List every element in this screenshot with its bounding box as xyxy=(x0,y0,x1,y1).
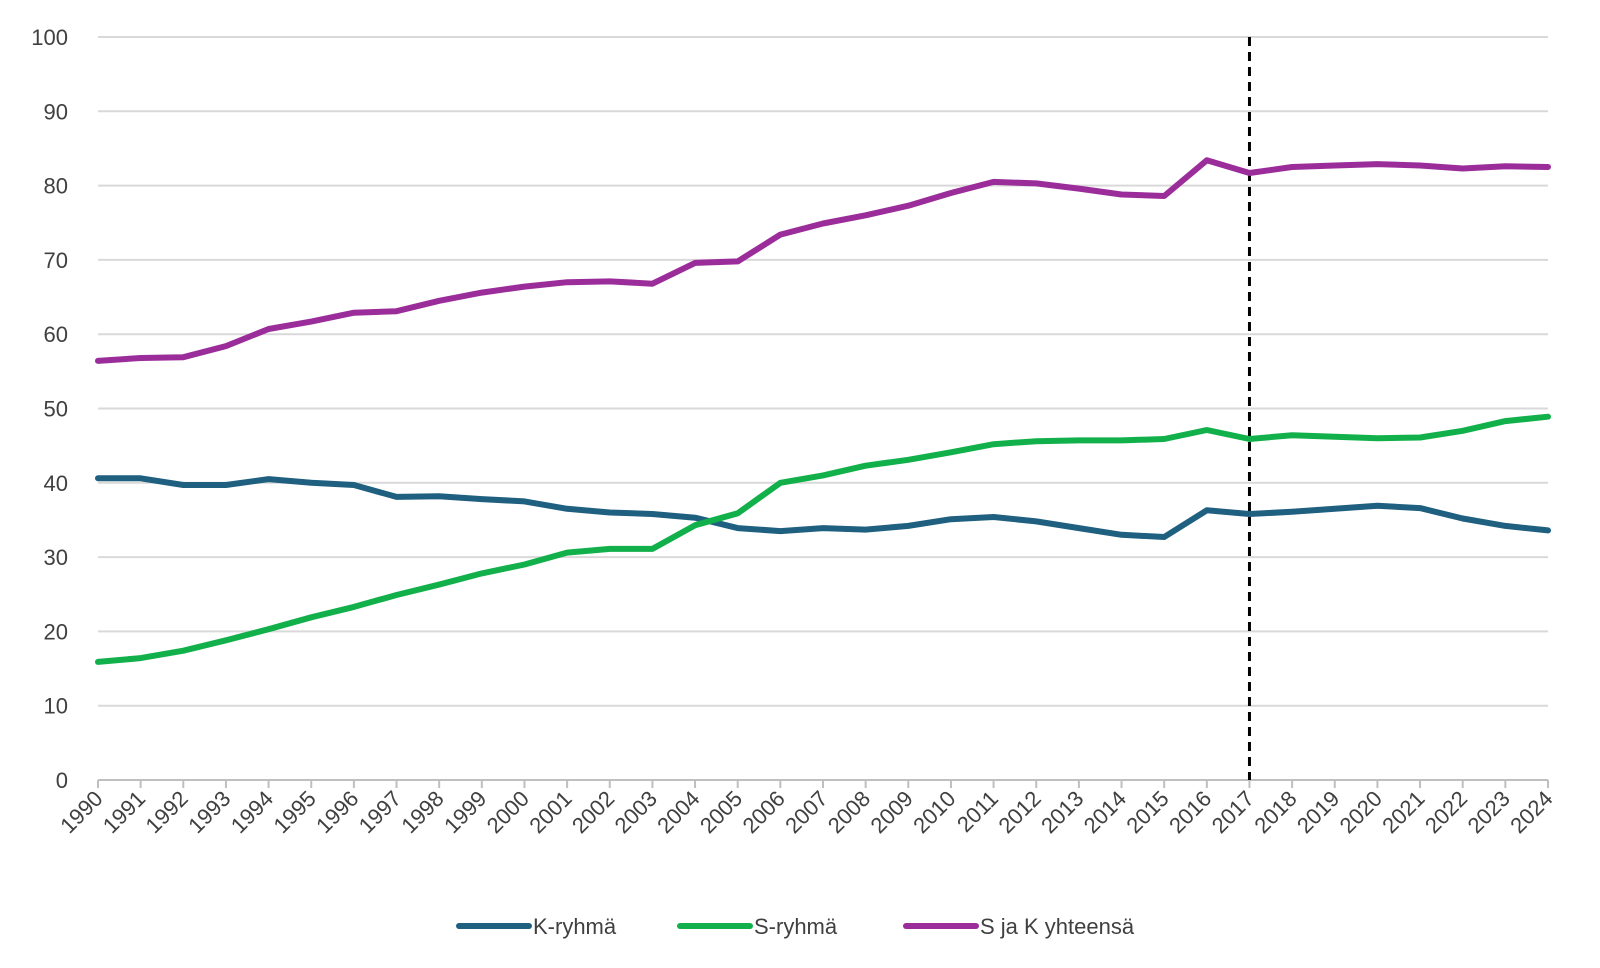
y-tick-label: 30 xyxy=(44,545,68,570)
y-axis-tick-labels: 0 10 20 30 40 50 60 70 80 90 100 xyxy=(31,25,68,793)
x-axis-tick-labels: 1990199119921993199419951996199719981999… xyxy=(55,786,1557,838)
y-tick-label: 60 xyxy=(44,322,68,347)
legend-label: K-ryhmä xyxy=(533,914,617,939)
x-tick-label: 2021 xyxy=(1377,786,1429,838)
x-tick-label: 1992 xyxy=(141,786,193,838)
x-axis xyxy=(97,779,1549,788)
y-tick-label: 70 xyxy=(44,248,68,273)
x-tick-label: 2023 xyxy=(1463,786,1515,838)
x-tick-label: 2001 xyxy=(524,786,576,838)
x-tick-label: 2010 xyxy=(908,786,960,838)
y-tick-label: 10 xyxy=(44,694,68,719)
series-line-1 xyxy=(95,475,1551,540)
legend-label: S-ryhmä xyxy=(754,914,838,939)
y-tick-label: 50 xyxy=(44,397,68,422)
x-tick-label: 1998 xyxy=(396,786,448,838)
x-tick-label: 2007 xyxy=(780,786,832,838)
gridlines xyxy=(98,36,1548,707)
x-tick-label: 2017 xyxy=(1207,786,1259,838)
x-tick-label: 2004 xyxy=(652,786,704,838)
x-tick-label: 1999 xyxy=(439,786,491,838)
x-tick-label: 2003 xyxy=(610,786,662,838)
x-tick-label: 2011 xyxy=(952,786,1003,837)
y-tick-label: 40 xyxy=(44,471,68,496)
y-tick-label: 90 xyxy=(44,99,68,124)
series-line-3 xyxy=(95,157,1551,364)
x-tick-label: 2013 xyxy=(1036,786,1088,838)
x-tick-label: 2014 xyxy=(1079,786,1131,838)
series-lines xyxy=(95,157,1551,665)
y-tick-label: 0 xyxy=(56,768,68,793)
x-tick-label: 2008 xyxy=(823,786,875,838)
y-tick-label: 100 xyxy=(31,25,68,50)
x-tick-label: 2020 xyxy=(1335,786,1387,838)
series-line-2 xyxy=(95,413,1551,665)
x-tick-label: 1991 xyxy=(98,786,150,838)
x-tick-label: 2019 xyxy=(1292,786,1344,838)
x-tick-label: 2018 xyxy=(1249,786,1301,838)
x-tick-label: 1996 xyxy=(311,786,363,838)
x-tick-label: 2015 xyxy=(1121,786,1173,838)
x-tick-label: 1993 xyxy=(183,786,235,838)
legend-label: S ja K yhteensä xyxy=(980,914,1135,939)
y-tick-label: 20 xyxy=(44,619,68,644)
x-tick-label: 1997 xyxy=(354,786,406,838)
x-tick-label: 2022 xyxy=(1420,786,1472,838)
x-tick-label: 2005 xyxy=(695,786,747,838)
x-tick-label: 1995 xyxy=(268,786,320,838)
legend: K-ryhmä S-ryhmä S ja K yhteensä xyxy=(456,914,1135,939)
x-tick-label: 2002 xyxy=(567,786,619,838)
x-tick-label: 2024 xyxy=(1505,786,1557,838)
x-tick-label: 2000 xyxy=(482,786,534,838)
x-tick-label: 2009 xyxy=(866,786,918,838)
x-tick-label: 2016 xyxy=(1164,786,1216,838)
y-tick-label: 80 xyxy=(44,174,68,199)
x-tick-label: 2006 xyxy=(738,786,790,838)
x-tick-label: 2012 xyxy=(993,786,1045,838)
x-tick-label: 1994 xyxy=(226,786,278,838)
x-tick-label: 1990 xyxy=(55,786,107,838)
